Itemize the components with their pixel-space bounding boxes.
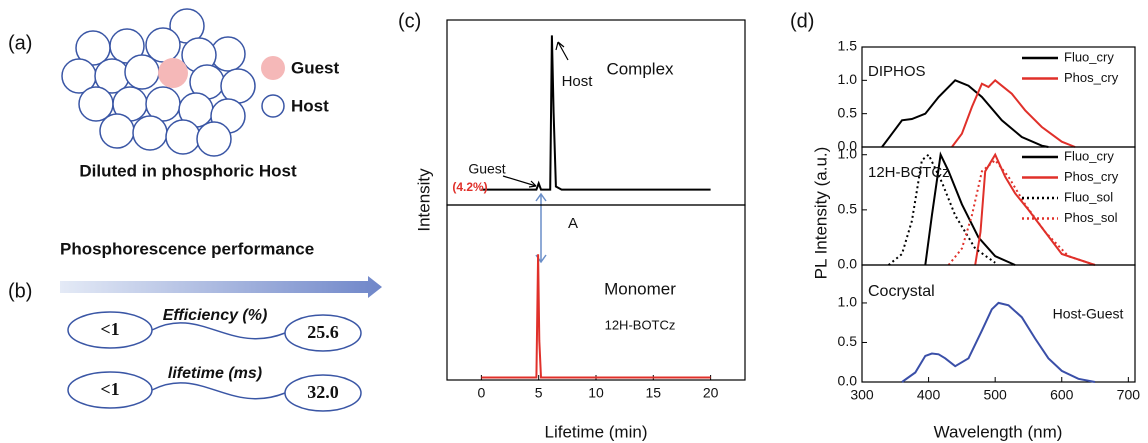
y-tick-label: 1.0 bbox=[838, 71, 858, 87]
legend-label: Fluo_cry bbox=[1064, 148, 1114, 163]
x-tick-label: 700 bbox=[1117, 387, 1141, 403]
annotation: Host-Guest bbox=[1053, 306, 1124, 322]
x-axis-label: Lifetime (min) bbox=[545, 422, 648, 441]
value-before: <1 bbox=[100, 379, 119, 399]
panel-label: (b) bbox=[8, 280, 32, 302]
legend-host: Host bbox=[291, 96, 329, 115]
panel-a: (a) Guest Host Diluted in phosphoric Hos… bbox=[8, 8, 340, 180]
value-after: 32.0 bbox=[307, 382, 339, 402]
x-tick-label: 300 bbox=[850, 387, 874, 403]
x-tick-label: 0 bbox=[477, 385, 485, 401]
y-tick-label: 1.0 bbox=[838, 145, 858, 161]
x-axis-label: Wavelength (nm) bbox=[934, 422, 1063, 441]
y-axis-label: PL Intensity (a.u.) bbox=[811, 147, 830, 280]
metric-label: lifetime (ms) bbox=[168, 365, 262, 382]
y-tick-label: 0.5 bbox=[838, 201, 858, 217]
x-tick-label: 600 bbox=[1050, 387, 1074, 403]
series-line bbox=[951, 78, 1076, 148]
x-tick-label: 400 bbox=[917, 387, 941, 403]
guest-arrow bbox=[502, 175, 537, 188]
plot-frame bbox=[861, 264, 1136, 383]
series-line bbox=[974, 152, 1096, 266]
panel-title: Monomer bbox=[604, 279, 676, 298]
guest-key bbox=[261, 56, 285, 80]
series-line bbox=[481, 254, 711, 379]
panel-title: Cocrystal bbox=[868, 283, 935, 300]
plot-frame bbox=[446, 19, 746, 206]
y-tick-label: 0.0 bbox=[838, 138, 858, 154]
y-tick-label: 0.0 bbox=[838, 373, 858, 389]
arrow bbox=[60, 276, 382, 298]
pointers bbox=[502, 41, 569, 264]
series-line bbox=[881, 79, 1049, 148]
y-tick-label: 1.5 bbox=[838, 38, 858, 54]
legend-label: Phos_cry bbox=[1064, 70, 1119, 85]
link-arrow bbox=[535, 192, 547, 264]
y-tick-label: 0.5 bbox=[838, 333, 858, 349]
x-tick-label: 500 bbox=[983, 387, 1007, 403]
legend-label: Phos_cry bbox=[1064, 169, 1119, 184]
legend-label: Fluo_cry bbox=[1064, 49, 1114, 64]
annotation: Host bbox=[562, 73, 594, 90]
series-line bbox=[481, 35, 711, 191]
series-line bbox=[901, 301, 1096, 383]
host-arrow bbox=[555, 41, 569, 61]
annotation: Guest bbox=[468, 161, 505, 177]
host-key bbox=[261, 94, 285, 118]
y-tick-label: 1.0 bbox=[838, 294, 858, 310]
legend-label: Phos_sol bbox=[1064, 210, 1118, 225]
series-line bbox=[924, 151, 1016, 266]
panel-title: DIPHOS bbox=[868, 63, 926, 80]
panel-label: (d) bbox=[790, 10, 814, 32]
legend-label: Fluo_sol bbox=[1064, 189, 1113, 204]
host-circles bbox=[61, 8, 256, 157]
x-tick-label: 20 bbox=[703, 385, 719, 401]
panel-label: (a) bbox=[8, 32, 32, 54]
panel-title: 12H-BOTCz bbox=[868, 164, 950, 181]
value-before: <1 bbox=[100, 319, 119, 339]
metric-label: Efficiency (%) bbox=[163, 307, 268, 324]
value-after: 25.6 bbox=[307, 322, 339, 342]
x-tick-label: 10 bbox=[588, 385, 604, 401]
panel-title: Complex bbox=[606, 59, 674, 78]
y-axis-label: Intensity bbox=[414, 168, 433, 232]
annotation: 12H-BOTCz bbox=[605, 317, 676, 332]
caption: Diluted in phosphoric Host bbox=[79, 161, 297, 180]
panel-label: (c) bbox=[398, 10, 421, 32]
wave bbox=[151, 322, 286, 340]
title: Phosphorescence performance bbox=[60, 239, 314, 258]
y-tick-label: 0.0 bbox=[838, 256, 858, 272]
annotation: (4.2%) bbox=[452, 180, 487, 194]
wave bbox=[151, 382, 286, 400]
annotation: A bbox=[568, 215, 578, 232]
legend-guest: Guest bbox=[291, 58, 340, 77]
x-tick-label: 5 bbox=[535, 385, 543, 401]
panel-b: (b) Phosphorescence performance <1 Effic… bbox=[8, 239, 382, 412]
y-tick-label: 0.5 bbox=[838, 104, 858, 120]
plot-frame bbox=[446, 204, 746, 381]
x-tick-label: 15 bbox=[646, 385, 662, 401]
guest-circle bbox=[158, 58, 188, 88]
